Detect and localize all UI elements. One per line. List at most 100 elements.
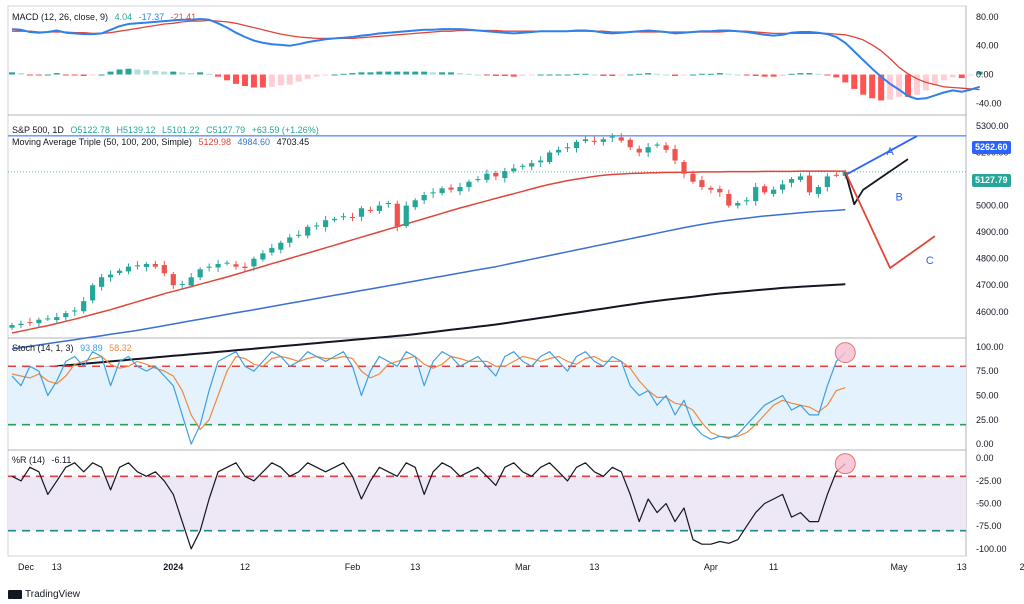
candle-body <box>573 141 580 148</box>
candle-body <box>744 200 750 202</box>
macd-histogram-bar <box>546 74 553 76</box>
macd-histogram-bar <box>340 73 347 75</box>
macd-histogram-bar <box>958 74 965 79</box>
candle-body <box>564 147 571 149</box>
macd-histogram-bar <box>573 73 580 75</box>
wave-c-label: C <box>926 255 934 267</box>
macd-histogram-bar <box>833 74 840 78</box>
ma100-value: 4984.60 <box>237 137 271 147</box>
candle-body <box>762 186 768 193</box>
candle-body <box>349 217 356 219</box>
macd-histogram-bar <box>591 74 598 76</box>
ma100-line <box>11 208 846 350</box>
candle-body <box>582 139 589 142</box>
macd-histogram-bar <box>197 72 204 75</box>
candle-body <box>90 285 96 301</box>
ma-title: Moving Average Triple (50, 100, 200, Sim… <box>12 137 192 147</box>
stoch-band <box>8 366 966 425</box>
stoch-title: Stoch (14, 1, 3) <box>12 343 74 353</box>
candle-body <box>206 266 212 268</box>
candle-body <box>331 218 338 221</box>
macd-histogram-bar <box>913 74 920 95</box>
macd-histogram-bar <box>824 74 831 76</box>
price-tick-0: 5300.00 <box>976 121 1009 131</box>
macd-histogram-bar <box>689 74 696 76</box>
time-tick-0: Dec <box>18 562 35 572</box>
ma-legend: Moving Average Triple (50, 100, 200, Sim… <box>12 137 313 148</box>
macd-title: MACD (12, 26, close, 9) <box>12 12 109 22</box>
macd-histogram-bar <box>654 73 661 75</box>
candle-body <box>215 264 221 268</box>
candle-body <box>242 266 248 268</box>
time-tick-8: Apr <box>704 562 718 572</box>
wave-c-projection <box>844 171 936 269</box>
macd-histogram-bar <box>448 72 455 75</box>
candle-body <box>314 225 320 227</box>
macd-histogram-bar <box>80 74 87 76</box>
candle-body <box>547 152 553 163</box>
macd-histogram-bar <box>501 74 508 76</box>
candle-body <box>45 318 51 320</box>
candle-body <box>833 174 839 176</box>
candle-body <box>116 270 123 274</box>
wr-tick-4: -100.00 <box>976 544 1007 554</box>
macd-tick-3: -40.00 <box>976 98 1002 108</box>
tradingview-logo-icon <box>8 590 22 599</box>
candle-body <box>466 181 472 188</box>
macd-histogram-bar <box>519 74 526 76</box>
macd-legend: MACD (12, 26, close, 9) 4.04 -17.37 -21.… <box>12 12 200 23</box>
candle-body <box>81 301 87 312</box>
candle-body <box>152 264 158 267</box>
candle-body <box>591 140 597 142</box>
candle-body <box>439 188 445 194</box>
time-tick-3: 12 <box>240 562 250 572</box>
macd-tick-1: 40.00 <box>976 41 999 51</box>
candle-body <box>788 179 795 183</box>
macd-histogram-bar <box>788 73 795 75</box>
candle-body <box>143 264 149 267</box>
macd-signal-value: -21.41 <box>170 12 197 22</box>
stoch-d-line <box>11 355 846 438</box>
macd-histogram-bar <box>206 73 213 75</box>
macd-histogram-bar <box>734 74 741 76</box>
macd-histogram-bar <box>89 74 96 76</box>
time-tick-10: May <box>891 562 909 572</box>
ma50-value: 5129.98 <box>198 137 231 147</box>
candle-body <box>430 192 436 194</box>
tradingview-logo-text: TradingView <box>25 589 81 600</box>
candle-body <box>188 277 194 286</box>
macd-histogram-bar <box>17 73 24 75</box>
stoch-tick-3: 25.00 <box>976 415 999 425</box>
macd-histogram-bar <box>44 74 51 76</box>
wave-a-projection <box>844 135 918 176</box>
macd-histogram-bar <box>98 74 105 76</box>
price-tick-4: 4900.00 <box>976 227 1009 237</box>
time-tick-1: 13 <box>52 562 62 572</box>
candle-body <box>27 322 33 324</box>
candle-body <box>618 137 624 141</box>
macd-histogram-bar <box>555 74 562 76</box>
candle-body <box>161 265 167 274</box>
ohlc-close: C5127.79 <box>206 125 246 135</box>
time-tick-5: 13 <box>410 562 420 572</box>
macd-histogram-bar <box>842 74 849 83</box>
last-price-tag: 5127.79 <box>972 174 1011 187</box>
stoch-legend: Stoch (14, 1, 3) 93.89 58.32 <box>12 343 136 354</box>
candle-body <box>708 187 714 190</box>
macd-histogram-bar <box>367 72 374 75</box>
candle-body <box>251 258 257 267</box>
candle-body <box>403 205 409 227</box>
macd-histogram-bar <box>313 74 320 77</box>
macd-histogram-bar <box>465 73 472 75</box>
macd-histogram-bar <box>161 71 168 75</box>
candle-body <box>421 194 427 201</box>
tradingview-logo[interactable]: TradingView <box>8 589 80 600</box>
macd-histogram-bar <box>492 74 499 76</box>
macd-histogram-bar <box>286 74 293 85</box>
candle-body <box>502 171 508 178</box>
macd-histogram-bar <box>869 74 876 99</box>
wr-line <box>11 462 846 550</box>
macd-histogram-bar <box>143 70 150 75</box>
price-tick-6: 4700.00 <box>976 280 1009 290</box>
